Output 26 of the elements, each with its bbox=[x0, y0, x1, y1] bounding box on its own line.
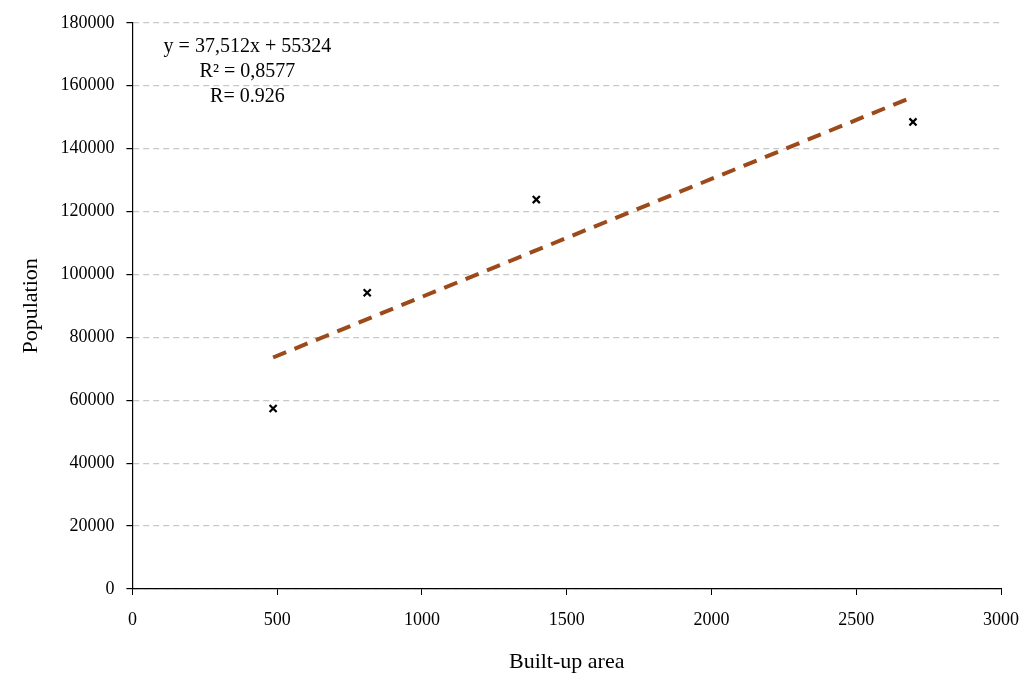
y-tick-label: 120000 bbox=[60, 200, 115, 221]
annotation: y = 37,512x + 55324 bbox=[163, 34, 332, 58]
y-tick-label: 40000 bbox=[69, 451, 115, 472]
y-tick-label: 60000 bbox=[69, 389, 115, 409]
y-tick-label: 140000 bbox=[60, 137, 115, 158]
y-tick-label: 100000 bbox=[60, 263, 115, 284]
annotation: R² = 0,8577 bbox=[199, 59, 296, 82]
y-tick-label: 20000 bbox=[69, 514, 115, 535]
point bbox=[268, 403, 278, 414]
x-axis-title: Built-up area bbox=[508, 647, 625, 673]
x-tick-label: 2500 bbox=[838, 608, 875, 629]
point bbox=[362, 288, 372, 298]
y-tick-label: 160000 bbox=[60, 74, 115, 95]
y-tick-label: 180000 bbox=[60, 11, 115, 32]
x-tick-label: 0 bbox=[127, 608, 137, 629]
x-tick-label: 500 bbox=[263, 608, 291, 629]
x-tick-label: 3000 bbox=[983, 608, 1019, 629]
y-tick-label: 80000 bbox=[69, 326, 115, 347]
y-tick-label: 0 bbox=[105, 577, 115, 598]
point bbox=[531, 194, 541, 205]
y-axis-title: Population bbox=[16, 258, 42, 354]
x-tick-label: 1500 bbox=[548, 608, 585, 629]
point bbox=[908, 117, 918, 127]
x-tick-label: 2000 bbox=[693, 608, 730, 629]
x-tick-label: 1000 bbox=[403, 608, 440, 629]
annotation: R= 0.926 bbox=[210, 84, 285, 107]
